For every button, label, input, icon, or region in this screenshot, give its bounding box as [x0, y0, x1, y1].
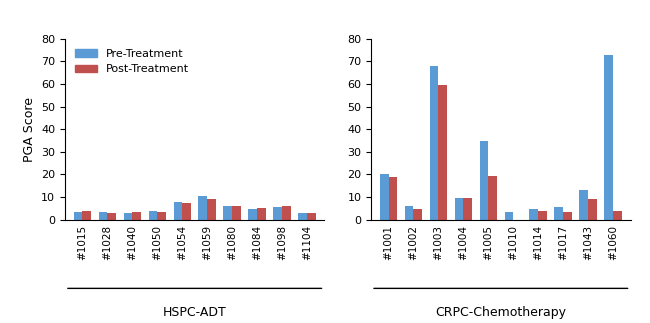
Bar — [504, 212, 514, 220]
Bar — [124, 213, 133, 220]
Bar — [273, 207, 282, 220]
Bar — [157, 212, 166, 220]
Bar — [282, 206, 291, 220]
Bar — [149, 211, 157, 220]
Bar — [248, 210, 257, 220]
Bar — [538, 211, 547, 220]
Bar — [554, 207, 563, 220]
Bar — [73, 212, 83, 220]
Bar — [604, 55, 613, 220]
Bar — [430, 66, 439, 220]
Legend: Pre-Treatment, Post-Treatment: Pre-Treatment, Post-Treatment — [71, 44, 194, 79]
Bar — [530, 210, 538, 220]
Bar — [133, 212, 141, 220]
Text: CRPC-Chemotherapy: CRPC-Chemotherapy — [436, 307, 566, 319]
Bar — [99, 212, 107, 220]
Bar — [307, 213, 316, 220]
Bar — [480, 141, 488, 220]
Bar — [488, 176, 497, 220]
Text: HSPC-ADT: HSPC-ADT — [163, 307, 227, 319]
Bar — [232, 206, 241, 220]
Bar — [579, 190, 588, 220]
Bar — [380, 174, 389, 220]
Bar — [454, 198, 463, 220]
Bar — [563, 212, 572, 220]
Bar — [298, 213, 307, 220]
Bar — [257, 208, 266, 220]
Bar — [107, 213, 116, 220]
Bar — [389, 177, 397, 220]
Bar — [83, 211, 91, 220]
Y-axis label: PGA Score: PGA Score — [23, 97, 36, 162]
Bar — [198, 196, 207, 220]
Bar — [405, 206, 413, 220]
Bar — [207, 199, 216, 220]
Bar — [463, 198, 472, 220]
Bar — [413, 210, 423, 220]
Bar — [224, 206, 232, 220]
Bar — [439, 85, 447, 220]
Bar — [613, 211, 622, 220]
Bar — [174, 202, 182, 220]
Bar — [588, 199, 597, 220]
Bar — [182, 203, 191, 220]
